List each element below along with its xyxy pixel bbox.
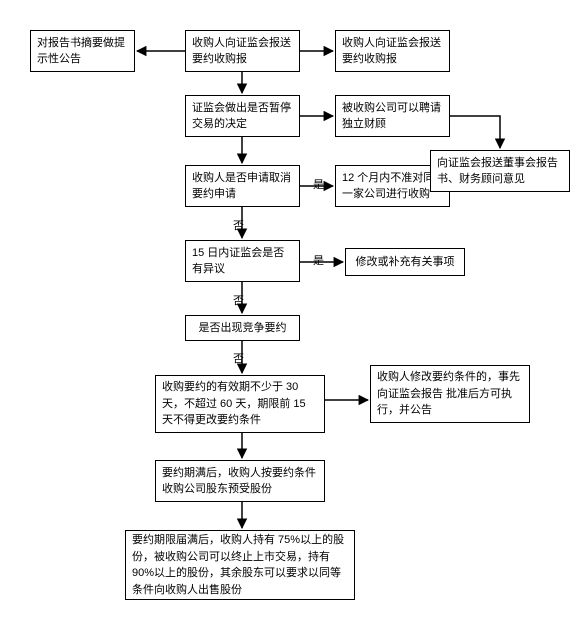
node-suspend-decision: 证监会做出是否暂停交易的决定 <box>185 95 300 137</box>
node-validity-period: 收购要约的有效期不少于 30 天，不超过 60 天，期限前 15 天不得更改要约… <box>155 375 325 433</box>
label-yes-1: 是 <box>312 176 325 192</box>
node-modify-supplement: 修改或补充有关事项 <box>345 248 465 276</box>
node-competing-offer: 是否出现竞争要约 <box>185 315 300 341</box>
node-report-summary: 对报告书摘要做提示性公告 <box>30 30 135 72</box>
label-no-1: 否 <box>232 217 245 233</box>
label-yes-2: 是 <box>312 252 325 268</box>
node-cancel-application: 收购人是否申请取消要约申请 <box>185 165 300 207</box>
label-no-2: 否 <box>232 292 245 308</box>
node-submit-offer-1: 收购人向证监会报送要约收购报 <box>185 30 300 72</box>
node-after-expiry: 要约期限届满后，收购人持有 75%以上的股份，被收购公司可以终止上市交易，持有 … <box>125 530 355 600</box>
node-board-report: 向证监会报送董事会报告书、财务顾问意见 <box>430 150 570 192</box>
label-no-3: 否 <box>232 350 245 366</box>
node-accept-shares: 要约期满后，收购人按要约条件收购公司股东预受股份 <box>155 460 325 502</box>
node-submit-offer-2: 收购人向证监会报送要约收购报 <box>335 30 450 72</box>
node-modify-conditions: 收购人修改要约条件的，事先向证监会报告 批准后方可执行，并公告 <box>370 365 530 423</box>
node-15-day-objection: 15 日内证监会是否有异议 <box>185 240 300 282</box>
node-hire-advisor: 被收购公司可以聘请独立财顾 <box>335 95 450 137</box>
